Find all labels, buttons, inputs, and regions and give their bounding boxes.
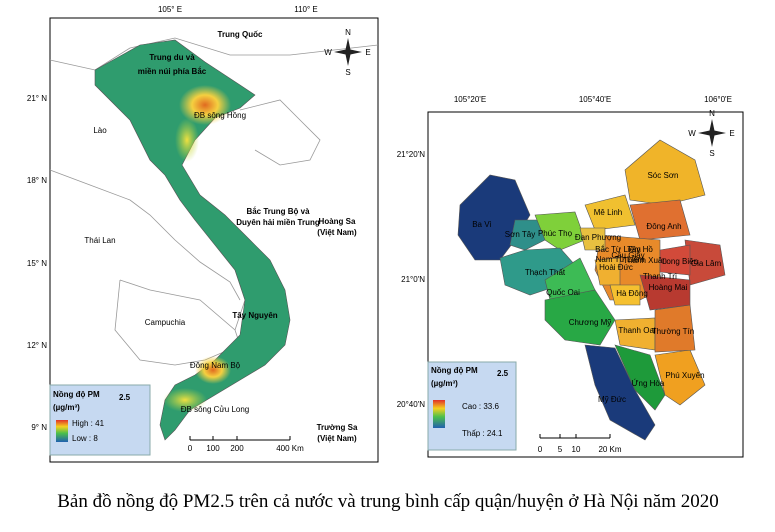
place-label: (Việt Nam) <box>317 434 357 443</box>
lat-label: 15° N <box>27 259 47 268</box>
district-label: Hoàng Mai <box>649 283 688 292</box>
lon-label: 105° E <box>158 5 182 14</box>
district-label: Đan Phượng <box>575 233 621 242</box>
place-label: Trường Sa <box>317 423 358 432</box>
lat-label: 9° N <box>31 423 47 432</box>
legend-low: Thấp : 24.1 <box>462 429 503 438</box>
scale-label: 10 <box>572 445 581 454</box>
district-label: Thanh Trì <box>643 272 677 281</box>
legend-high: Cao : 33.6 <box>462 402 499 411</box>
lat-label: 21°20'N <box>397 150 426 159</box>
place-label: miền núi phía Bắc <box>138 67 207 76</box>
district-label: Phúc Thọ <box>538 229 573 238</box>
lon-label: 105°40'E <box>579 95 611 104</box>
district-label: Phú Xuyên <box>665 371 704 380</box>
lat-label: 21° N <box>27 94 47 103</box>
hotspot <box>195 356 231 384</box>
district-label: Ba Vì <box>472 220 492 229</box>
compass-label: S <box>345 68 350 77</box>
place-label: (Việt Nam) <box>317 228 357 237</box>
place-label: Trung Quốc <box>218 30 263 39</box>
district-label: Long Biên <box>662 257 698 266</box>
district-label: Chương Mỹ <box>569 318 612 327</box>
district-label: Cầu Giấy <box>611 251 644 260</box>
caption: Bản đồ nồng độ PM2.5 trên cả nước và tru… <box>57 491 719 512</box>
district-label: Tây Hồ <box>627 245 653 254</box>
compass-label: E <box>365 48 370 57</box>
district-label: Quốc Oai <box>546 288 580 297</box>
compass-label: S <box>709 149 714 158</box>
lon-label: 110° E <box>294 5 318 14</box>
scale-label: 20 Km <box>598 445 621 454</box>
compass <box>334 38 362 66</box>
lat-label: 20°40'N <box>397 400 426 409</box>
place-label: Tây Nguyên <box>232 311 277 320</box>
compass-label: E <box>729 129 734 138</box>
district-label: Thanh Oai <box>618 326 656 335</box>
legend-title: Nồng độ PM <box>431 366 478 375</box>
district-label: Thanh Xuân <box>623 256 667 265</box>
legend-title: 2.5 <box>497 369 509 378</box>
legend-low: Low : 8 <box>72 434 98 443</box>
place-label: Thái Lan <box>84 236 115 245</box>
district-label: Mỹ Đức <box>598 395 626 404</box>
lon-label: 106°0'E <box>704 95 732 104</box>
scale-label: 5 <box>558 445 563 454</box>
place-label: Lào <box>93 126 107 135</box>
lat-label: 12° N <box>27 341 47 350</box>
district-label: Sơn Tây <box>505 230 535 239</box>
place-label: Hoàng Sa <box>319 217 356 226</box>
legend-high: High : 41 <box>72 419 105 428</box>
scale-bar <box>539 434 611 439</box>
compass-label: N <box>345 28 351 37</box>
place-label: ĐB sông Hồng <box>194 111 246 120</box>
district-label: Mê Linh <box>594 208 622 217</box>
districts <box>457 139 726 441</box>
hotspot <box>163 388 207 412</box>
compass-label: W <box>324 48 332 57</box>
district-label: Đông Anh <box>646 222 681 231</box>
lon-label: 105°20'E <box>454 95 486 104</box>
legend-title: 2.5 <box>119 393 131 402</box>
place-label: Đông Nam Bộ <box>190 361 241 370</box>
district-label: Sóc Sơn <box>647 171 678 180</box>
lat-label: 21°0'N <box>401 275 425 284</box>
legend-unit: (µg/m³) <box>431 379 458 388</box>
compass <box>698 119 726 147</box>
place-label: ĐB sông Cửu Long <box>181 405 250 414</box>
scale-label: 400 Km <box>276 444 304 453</box>
legend-ramp <box>56 420 68 442</box>
district-label: Bắc Từ Liêm <box>595 245 641 254</box>
legend-title: Nồng độ PM <box>53 390 100 399</box>
compass-label: W <box>688 129 696 138</box>
scale-label: 0 <box>538 445 543 454</box>
legend-ramp <box>433 400 445 428</box>
place-label: Duyên hải miền Trung <box>236 218 320 227</box>
district-label: Gia Lâm <box>691 259 722 268</box>
hotspot <box>179 85 231 125</box>
district-label: Nam Từ Liêm <box>596 255 645 264</box>
scale-bar <box>189 436 291 441</box>
hotspot <box>175 118 199 162</box>
district-label: Thường Tín <box>652 327 694 336</box>
legend-unit: (µg/m³) <box>53 403 80 412</box>
district-label: Ứng Hòa <box>632 379 665 388</box>
place-label: Bắc Trung Bộ và <box>246 207 310 216</box>
place-label: Trung du và <box>149 53 195 62</box>
place-label: Campuchia <box>145 318 186 327</box>
scale-label: 0 <box>188 444 193 453</box>
scale-label: 100 <box>206 444 220 453</box>
district-label: Hoài Đức <box>599 263 633 272</box>
compass-label: N <box>709 109 715 118</box>
scale-label: 200 <box>230 444 244 453</box>
district-label: Thạch Thất <box>525 268 566 277</box>
lat-label: 18° N <box>27 176 47 185</box>
district-label: Hà Đông <box>616 289 648 298</box>
